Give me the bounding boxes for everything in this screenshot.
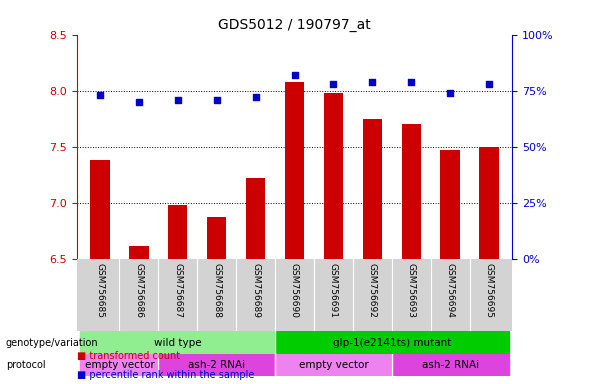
Bar — [168, 205, 187, 259]
Bar — [363, 119, 382, 259]
Text: GSM756695: GSM756695 — [485, 263, 494, 318]
Point — [212, 97, 221, 103]
Bar — [129, 246, 148, 259]
Text: empty vector: empty vector — [84, 360, 154, 370]
Point — [329, 81, 338, 87]
Bar — [207, 217, 226, 259]
Bar — [275, 354, 392, 376]
Text: GSM756685: GSM756685 — [95, 263, 104, 318]
Bar — [324, 93, 343, 259]
Bar — [81, 331, 275, 354]
Text: GSM756690: GSM756690 — [290, 263, 299, 318]
Bar — [479, 147, 499, 259]
Title: GDS5012 / 190797_at: GDS5012 / 190797_at — [218, 18, 371, 32]
Text: GSM756694: GSM756694 — [446, 263, 455, 318]
Bar — [402, 124, 421, 259]
Text: GSM756686: GSM756686 — [134, 263, 143, 318]
Text: genotype/variation: genotype/variation — [6, 338, 98, 348]
Point — [368, 79, 377, 85]
Bar — [90, 161, 110, 259]
Bar — [246, 178, 265, 259]
Text: GSM756693: GSM756693 — [407, 263, 416, 318]
Point — [95, 92, 105, 98]
Point — [251, 94, 260, 101]
Bar — [158, 354, 275, 376]
Point — [290, 72, 299, 78]
Text: GSM756689: GSM756689 — [251, 263, 260, 318]
Text: GSM756688: GSM756688 — [212, 263, 221, 318]
Bar — [392, 354, 508, 376]
Text: ■ transformed count: ■ transformed count — [77, 351, 180, 361]
Bar — [81, 354, 158, 376]
Point — [173, 97, 183, 103]
Text: GSM756687: GSM756687 — [173, 263, 182, 318]
Bar — [441, 150, 460, 259]
Text: GSM756691: GSM756691 — [329, 263, 338, 318]
Text: wild type: wild type — [154, 338, 201, 348]
Bar — [284, 82, 305, 259]
Text: glp-1(e2141ts) mutant: glp-1(e2141ts) mutant — [333, 338, 451, 348]
Text: ■ percentile rank within the sample: ■ percentile rank within the sample — [77, 370, 254, 380]
Point — [445, 90, 455, 96]
Point — [484, 81, 494, 87]
Point — [134, 99, 144, 105]
Text: ash-2 RNAi: ash-2 RNAi — [422, 360, 479, 370]
Text: empty vector: empty vector — [299, 360, 368, 370]
Text: GSM756692: GSM756692 — [368, 263, 377, 318]
Text: ash-2 RNAi: ash-2 RNAi — [188, 360, 245, 370]
Point — [406, 79, 416, 85]
Bar — [275, 331, 508, 354]
Text: protocol: protocol — [6, 360, 45, 370]
